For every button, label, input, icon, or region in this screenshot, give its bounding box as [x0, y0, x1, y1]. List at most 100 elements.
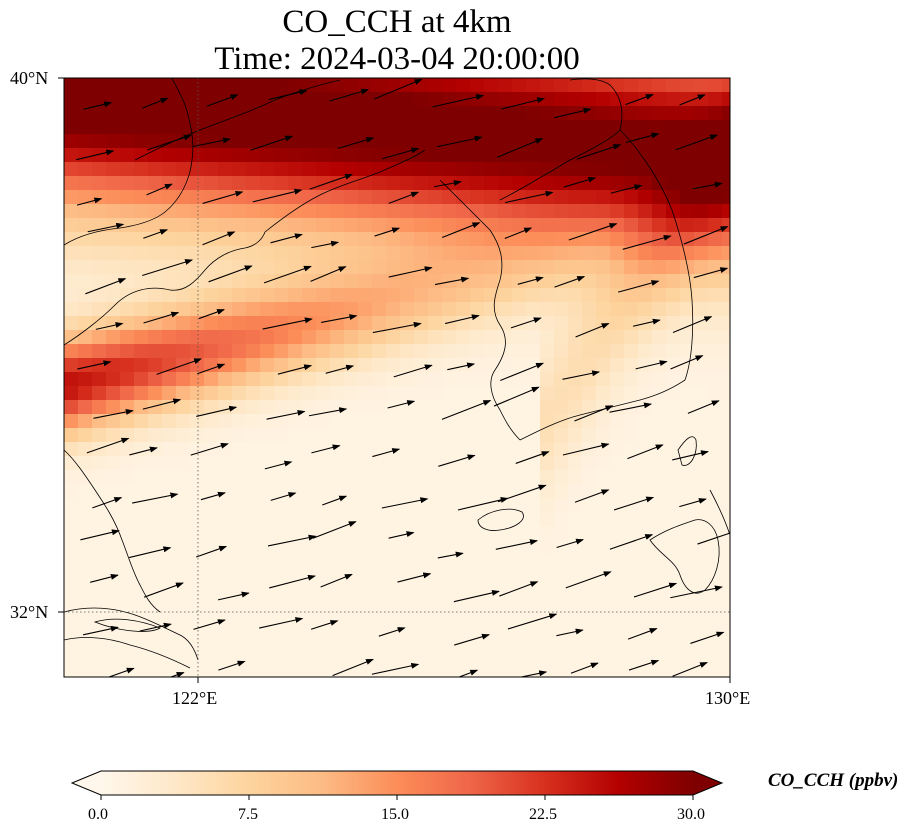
field-cell: [134, 232, 149, 247]
field-cell: [260, 568, 275, 583]
field-cell: [232, 372, 247, 387]
field-cell: [218, 414, 233, 429]
field-cell: [456, 442, 471, 457]
field-cell: [288, 134, 303, 149]
field-cell: [596, 176, 611, 191]
field-cell: [204, 400, 219, 415]
wind-arrow: [441, 400, 492, 420]
field-cell: [498, 652, 513, 667]
field-cell: [78, 162, 93, 177]
field-cell: [120, 666, 135, 677]
field-cell: [190, 470, 205, 485]
colorbar-tick-0: 0.0: [88, 806, 108, 823]
field-cell: [400, 428, 415, 443]
field-cell: [190, 638, 205, 653]
field-cell: [358, 638, 373, 653]
wind-arrow: [143, 229, 169, 239]
field-cell: [498, 92, 513, 107]
field-cell: [246, 414, 261, 429]
field-cell: [540, 638, 555, 653]
field-cell: [526, 624, 541, 639]
field-cell: [666, 344, 681, 359]
colorbar-tick-15: 15.0: [381, 806, 409, 823]
field-cell: [64, 582, 79, 597]
field-cell: [218, 512, 233, 527]
wind-arrow: [218, 660, 246, 671]
field-cell: [512, 484, 527, 499]
field-cell: [190, 190, 205, 205]
field-cell: [694, 204, 709, 219]
field-cell: [610, 470, 625, 485]
field-cell: [358, 162, 373, 177]
field-cell: [274, 386, 289, 401]
field-cell: [484, 274, 499, 289]
field-cell: [680, 456, 695, 471]
field-cell: [92, 302, 107, 317]
field-cell: [204, 568, 219, 583]
field-cell: [330, 554, 345, 569]
field-cell: [176, 274, 191, 289]
field-cell: [330, 512, 345, 527]
field-cell: [666, 274, 681, 289]
field-cell: [64, 554, 79, 569]
field-cell: [456, 190, 471, 205]
field-cell: [204, 428, 219, 443]
field-cell: [680, 512, 695, 527]
field-cell: [386, 638, 401, 653]
field-cell: [526, 512, 541, 527]
field-cell: [680, 554, 695, 569]
field-cell: [484, 428, 499, 443]
field-cell: [176, 568, 191, 583]
map-frame: [63, 77, 731, 678]
field-cell: [148, 316, 163, 331]
field-cell: [554, 456, 569, 471]
field-cell: [596, 386, 611, 401]
field-cell: [176, 92, 191, 107]
field-cell: [260, 610, 275, 625]
field-cell: [176, 120, 191, 135]
field-cell: [358, 484, 373, 499]
colorbar-tick-30: 30.0: [677, 806, 705, 823]
field-cell: [722, 344, 730, 359]
wind-arrow: [672, 450, 709, 461]
field-cell: [512, 456, 527, 471]
field-cell: [652, 274, 667, 289]
field-cell: [358, 386, 373, 401]
field-cell: [148, 344, 163, 359]
field-cell: [624, 610, 639, 625]
field-cell: [204, 624, 219, 639]
field-cell: [120, 484, 135, 499]
field-cell: [190, 232, 205, 247]
field-cell: [624, 232, 639, 247]
field-cell: [582, 120, 597, 135]
field-cell: [190, 92, 205, 107]
field-cell: [302, 274, 317, 289]
field-cell: [232, 568, 247, 583]
field-cell: [470, 652, 485, 667]
field-cell: [666, 134, 681, 149]
field-cell: [568, 92, 583, 107]
field-cell: [400, 456, 415, 471]
lon-tick-130e: 130°E: [705, 688, 751, 708]
field-cell: [288, 106, 303, 121]
field-cell: [134, 526, 149, 541]
wind-arrow: [574, 405, 614, 422]
field-cell: [484, 414, 499, 429]
wind-arrow: [693, 267, 729, 279]
wind-arrow: [497, 484, 547, 503]
field-cell: [526, 386, 541, 401]
field-cell: [260, 78, 275, 93]
field-cell: [638, 120, 653, 135]
field-cell: [540, 358, 555, 373]
field-cell: [400, 610, 415, 625]
field-cell: [526, 498, 541, 513]
wind-arrow: [87, 222, 125, 233]
wind-arrow: [374, 78, 423, 100]
field-cell: [106, 204, 121, 219]
wind-arrow: [562, 370, 601, 380]
field-cell: [428, 246, 443, 261]
field-cell: [568, 638, 583, 653]
field-cell: [372, 358, 387, 373]
field-cell: [148, 568, 163, 583]
